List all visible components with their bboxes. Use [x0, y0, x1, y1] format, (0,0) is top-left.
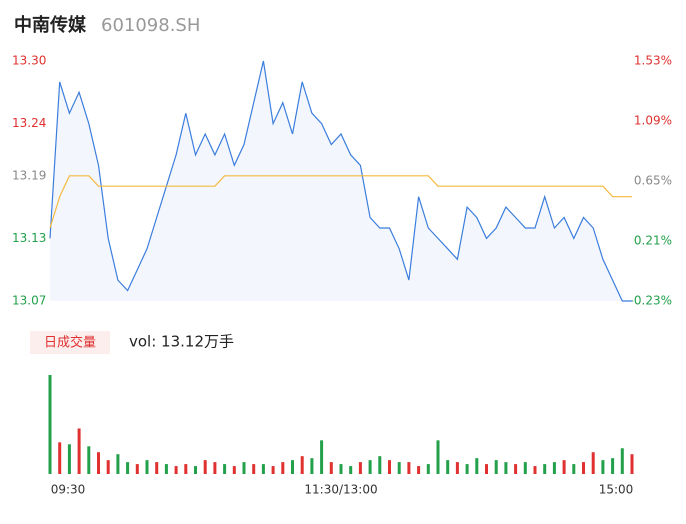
volume-bar [116, 454, 120, 474]
volume-bar [446, 460, 450, 474]
y-tick-label: 13.19 [12, 168, 46, 182]
volume-bar [48, 375, 52, 474]
volume-bar [494, 460, 498, 474]
volume-bar [320, 440, 324, 474]
y2-tick-label: -0.23% [630, 294, 672, 308]
volume-bar [543, 464, 547, 474]
volume-bar [514, 464, 518, 474]
volume-bar [368, 460, 372, 474]
volume-bar [591, 452, 595, 474]
volume-bar [465, 464, 469, 474]
volume-bar [339, 464, 343, 474]
volume-bar [523, 462, 527, 474]
volume-bar [252, 464, 256, 474]
volume-bar [485, 464, 488, 474]
volume-bar [87, 446, 91, 474]
volume-bar [126, 462, 130, 474]
volume-bar [77, 428, 81, 474]
price-area [50, 61, 632, 301]
volume-bar [378, 456, 382, 474]
volume-bar [397, 462, 401, 474]
y-tick-label: 13.30 [12, 54, 46, 68]
y2-tick-label: 0.21% [634, 234, 672, 248]
volume-bar [300, 456, 304, 474]
y-tick-label: 13.24 [12, 116, 46, 130]
volume-bar [388, 460, 391, 474]
volume-bar [455, 462, 459, 474]
volume-bar [261, 464, 265, 474]
volume-bar [310, 458, 314, 474]
volume-bar [417, 466, 421, 474]
volume-bar [281, 462, 285, 474]
volume-summary: vol: 13.12万手 [129, 333, 234, 351]
average-line [49, 175, 632, 229]
volume-bar [174, 466, 178, 474]
volume-bar [223, 464, 227, 474]
volume-bar [601, 460, 605, 474]
volume-bar [504, 462, 508, 474]
volume-bar [58, 442, 62, 474]
y-tick-label: 13.13 [12, 231, 46, 245]
y-tick-label: 13.07 [12, 294, 46, 308]
y2-tick-label: 1.09% [634, 114, 672, 128]
volume-bar [552, 462, 556, 474]
volume-bar [630, 454, 634, 474]
x-tick-label: 11:30/13:00 [304, 483, 377, 497]
stock-name: 中南传媒 [14, 14, 87, 36]
volume-bar [164, 464, 168, 474]
volume-bar [203, 460, 207, 474]
volume-bar [436, 440, 440, 474]
volume-bar [407, 462, 411, 474]
volume-bar [155, 462, 159, 474]
stock-code: 601098.SH [101, 15, 200, 36]
volume-bar [611, 458, 615, 474]
volume-bar [291, 460, 294, 474]
volume-bar [213, 462, 217, 474]
volume-bar [349, 466, 353, 474]
x-tick-label: 15:00 [599, 483, 634, 497]
volume-bar [194, 466, 197, 474]
volume-bar [232, 466, 236, 474]
volume-bar [106, 460, 110, 474]
y2-tick-label: 1.53% [634, 54, 672, 68]
volume-bar [582, 462, 585, 474]
volume-bar [145, 460, 149, 474]
x-tick-label: 09:30 [51, 483, 86, 497]
volume-bar [271, 466, 275, 474]
volume-bar [329, 462, 333, 474]
volume-bar [242, 462, 246, 474]
volume-bar [97, 452, 100, 474]
volume-bar [475, 458, 479, 474]
volume-bar [533, 466, 537, 474]
volume-bar [426, 464, 430, 474]
volume-bar [135, 464, 139, 474]
volume-tab[interactable]: 日成交量 [44, 335, 96, 351]
volume-bar [184, 464, 188, 474]
volume-tab-bg[interactable] [30, 331, 110, 354]
volume-bar [620, 448, 624, 474]
y2-tick-label: 0.65% [634, 174, 672, 188]
volume-bar [67, 444, 71, 474]
volume-bar [572, 464, 576, 474]
volume-bar [562, 460, 566, 474]
price-line [49, 60, 632, 302]
volume-bar [358, 462, 362, 474]
